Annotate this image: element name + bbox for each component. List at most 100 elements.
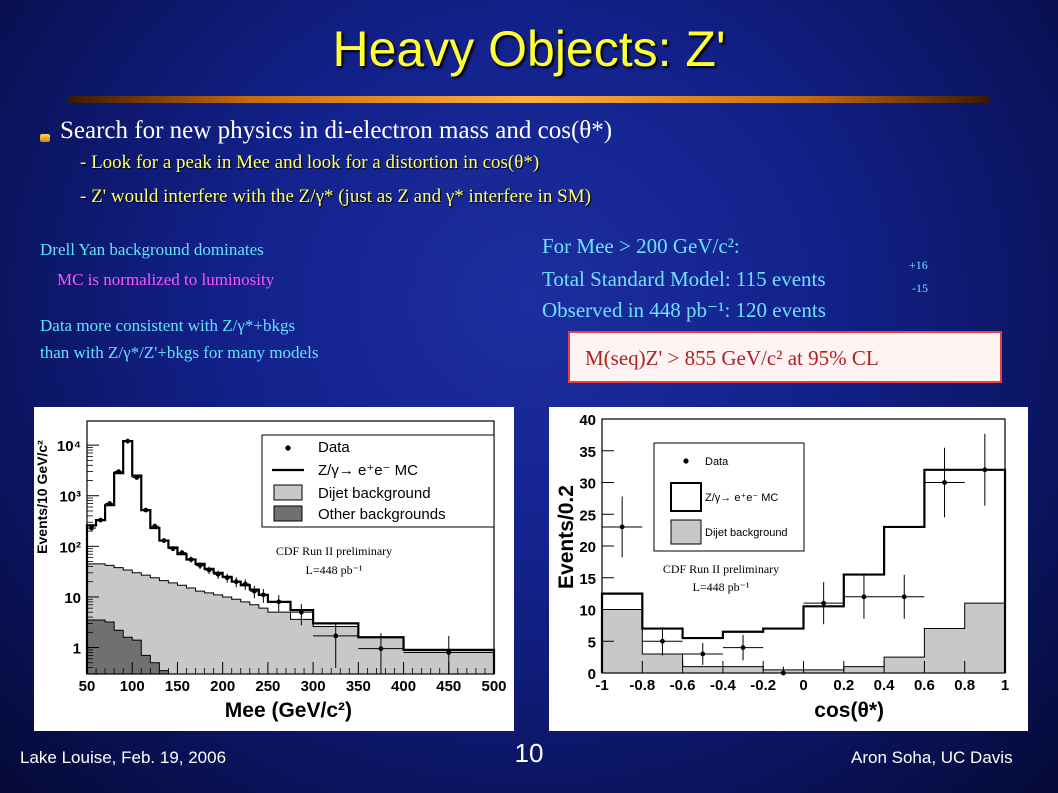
result-err-minus: -15 — [912, 281, 928, 295]
slide-number: 10 — [514, 738, 544, 768]
y-axis-label: Events/10 GeV/c² — [34, 440, 50, 554]
annotation-lumi: L=448 pb⁻¹ — [305, 563, 362, 577]
x-tick-label: 350 — [346, 678, 371, 695]
x-tick-label: 200 — [210, 678, 235, 695]
legend-label: Z/γ→ e⁺e⁻ MC — [318, 462, 418, 479]
data-point — [152, 523, 158, 529]
annotation-prelim: CDF Run II preliminary — [276, 544, 392, 558]
x-tick-label: 0.4 — [874, 677, 896, 694]
annotation-prelim: CDF Run II preliminary — [663, 562, 779, 576]
y-axis-label: Events/0.2 — [555, 485, 578, 589]
plot-frame — [86, 420, 495, 675]
result-sm-total: Total Standard Model: 115 events — [542, 267, 826, 291]
legend-data-marker — [285, 445, 291, 451]
data-point — [107, 501, 113, 506]
data-point — [224, 575, 230, 581]
x-tick-label: 150 — [165, 678, 190, 695]
x-tick-label: 250 — [255, 678, 280, 695]
data-point — [260, 592, 266, 598]
data-point — [821, 600, 827, 606]
data-point — [116, 469, 122, 474]
mee-plot-svg: 1 10 10² 10³ 10⁴ 50 100 150 200 250 300 350 400 450 50… — [34, 420, 507, 722]
data-point — [333, 633, 339, 639]
x-tick-label: -0.4 — [710, 677, 737, 694]
data-point — [660, 638, 665, 644]
title-underline — [68, 96, 990, 103]
costheta-plot: 0 5 10 15 20 25 30 35 40 -1 -0.8 -0.6 -0.4 -0.2 0 0.2 0.… — [549, 407, 1028, 731]
data-point — [233, 579, 239, 585]
y-tick-label: 25 — [579, 507, 596, 524]
x-tick-label: 1 — [1001, 677, 1009, 694]
data-point — [700, 651, 706, 657]
data-point — [276, 599, 282, 605]
data-point — [134, 475, 140, 480]
data-point — [179, 550, 185, 556]
data-point — [206, 567, 212, 573]
note-drell-yan: Drell Yan background dominates — [40, 240, 264, 259]
x-tick-label: 500 — [481, 678, 506, 695]
sub-bullet-1: - Look for a peak in Mee and look for a … — [80, 152, 540, 173]
data-point — [143, 507, 149, 513]
x-tick-label: 0.8 — [954, 677, 975, 694]
slide-title: Heavy Objects: Z' — [332, 21, 726, 77]
data-point — [161, 538, 167, 543]
data-point — [446, 650, 452, 655]
legend-other-swatch — [273, 505, 303, 522]
x-axis-label: Mee (GeV/c²) — [225, 699, 352, 722]
limit-box — [568, 331, 1002, 383]
x-tick-label: -0.2 — [750, 677, 776, 694]
legend-dijet-swatch — [273, 484, 303, 501]
data-point — [98, 517, 103, 523]
y-tick-label: 20 — [579, 539, 596, 556]
result-observed: Observed in 448 pb⁻¹: 120 events — [542, 298, 826, 322]
data-point — [89, 525, 94, 531]
note-consistent-1: Data more consistent with Z/γ*+bkgs — [40, 316, 296, 335]
legend-dijet-swatch — [670, 519, 702, 545]
data-point — [619, 524, 625, 530]
data-point — [942, 480, 947, 485]
footer-event: Lake Louise, Feb. 19, 2006 — [20, 748, 227, 767]
legend-data-marker — [683, 458, 689, 464]
x-tick-label: 300 — [301, 678, 326, 695]
result-mass-cut: For Mee > 200 GeV/c²: — [542, 234, 740, 258]
legend-mc-swatch — [670, 482, 702, 512]
costheta-plot-svg: 0 5 10 15 20 25 30 35 40 -1 -0.8 -0.6 -0.4 -0.2 0 0.2 0.… — [555, 412, 1009, 722]
x-tick-label: 0.6 — [914, 677, 935, 694]
y-tick-label: 10⁴ — [57, 438, 81, 455]
x-tick-label: 0.2 — [833, 677, 854, 694]
x-tick-label: 100 — [120, 678, 145, 695]
data-point — [251, 588, 257, 594]
x-tick-label: -1 — [595, 677, 608, 694]
legend-label: Z/γ→ e⁺e⁻ MC — [705, 492, 778, 504]
mee-plot: 1 10 10² 10³ 10⁴ 50 100 150 200 250 300 350 400 450 50… — [34, 407, 514, 731]
y-tick-label: 10 — [579, 603, 596, 620]
annotation-lumi: L=448 pb⁻¹ — [692, 580, 749, 594]
data-point — [901, 594, 907, 600]
x-tick-label: 450 — [436, 678, 461, 695]
data-point — [170, 546, 176, 552]
y-tick-label: 15 — [579, 571, 596, 588]
x-tick-label: -0.8 — [629, 677, 655, 694]
x-axis-label: cos(θ*) — [814, 699, 884, 722]
data-point — [298, 609, 304, 615]
data-point — [378, 646, 384, 652]
data-point — [740, 645, 746, 650]
x-tick-label: 400 — [391, 678, 416, 695]
result-err-plus: +16 — [909, 258, 928, 272]
y-tick-label: 10³ — [59, 489, 81, 506]
y-tick-label: 10 — [64, 590, 81, 607]
data-point — [215, 571, 221, 577]
data-point — [242, 581, 248, 587]
data-point — [125, 438, 131, 444]
y-tick-label: 30 — [579, 476, 596, 493]
data-point — [982, 467, 988, 473]
footer-author: Aron Soha, UC Davis — [851, 748, 1013, 767]
data-point — [188, 557, 194, 562]
x-tick-label: 50 — [79, 678, 96, 695]
legend-label: Dijet background — [705, 527, 788, 539]
legend-label: Data — [318, 439, 350, 456]
y-tick-label: 10² — [59, 539, 81, 556]
note-consistent-2: than with Z/γ*/Z'+bkgs for many models — [40, 343, 319, 362]
y-tick-label: 5 — [588, 634, 596, 651]
y-tick-label: 0 — [588, 666, 596, 683]
